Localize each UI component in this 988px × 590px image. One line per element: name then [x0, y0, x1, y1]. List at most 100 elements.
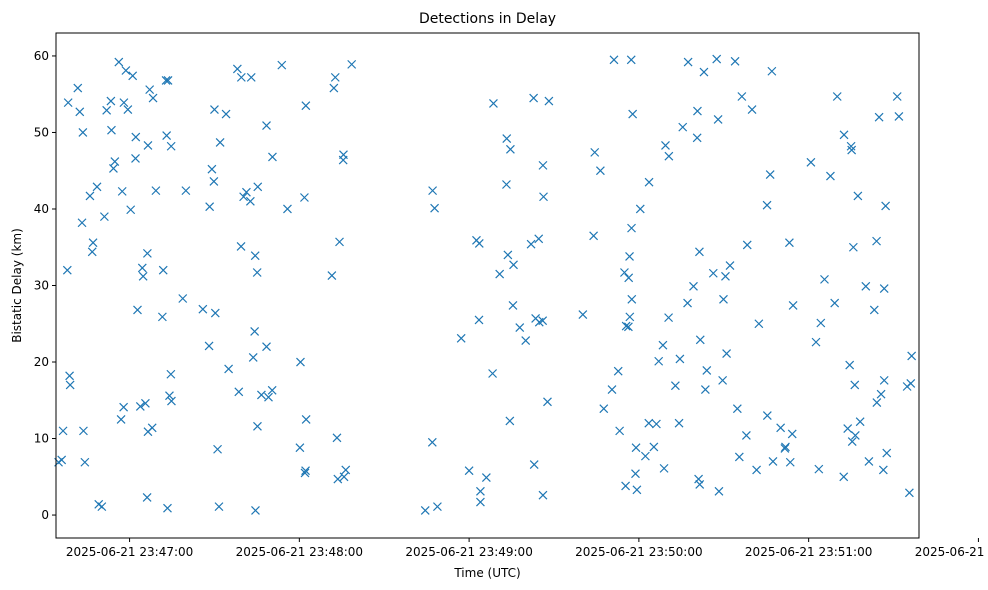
data-point-marker — [784, 238, 794, 248]
data-point-marker — [882, 448, 892, 458]
data-point-marker — [644, 177, 654, 187]
data-point-marker — [163, 76, 173, 85]
x-axis-label: Time (UTC) — [453, 566, 520, 580]
x-axis-ticks: 2025-06-21 23:47:00 2025-06-21 23:48:00 20… — [66, 538, 988, 559]
data-point-marker — [847, 437, 857, 447]
data-point-marker — [892, 92, 902, 101]
data-point-marker — [631, 443, 641, 453]
x-tick-label: 2025-06-21 23:49:00 — [405, 545, 532, 559]
data-point-marker — [712, 54, 722, 64]
data-point-marker — [722, 349, 732, 359]
data-point-marker — [683, 298, 692, 308]
data-point-marker — [861, 281, 871, 291]
data-point-marker — [116, 414, 126, 424]
data-point-marker — [267, 385, 277, 395]
data-point-marker — [626, 55, 636, 65]
data-point-marker — [635, 204, 645, 214]
data-point-marker — [627, 294, 637, 304]
data-point-marker — [816, 318, 826, 328]
data-point-marker — [776, 423, 786, 433]
data-point-marker — [198, 304, 208, 314]
data-point-marker — [58, 426, 68, 436]
data-point-marker — [529, 93, 539, 103]
data-point-marker — [521, 336, 531, 346]
data-point-marker — [505, 416, 515, 426]
data-point-marker — [428, 186, 438, 196]
data-point-marker — [699, 67, 709, 77]
data-point-marker — [97, 502, 107, 512]
data-point-marker — [747, 105, 757, 114]
data-point-marker — [335, 237, 344, 247]
data-point-marker — [543, 397, 552, 407]
data-point-marker — [814, 464, 824, 474]
data-point-marker — [538, 160, 548, 170]
data-point-marker — [178, 294, 188, 303]
data-point-marker — [595, 166, 605, 176]
data-point-marker — [432, 502, 442, 512]
data-point-marker — [830, 298, 840, 308]
data-point-marker — [741, 431, 751, 440]
data-point-marker — [599, 404, 609, 414]
data-point-marker — [109, 164, 118, 173]
y-tick-label: 10 — [34, 432, 49, 446]
data-point-marker — [62, 265, 72, 275]
data-point-marker — [301, 101, 311, 111]
data-point-marker — [117, 186, 127, 196]
data-point-marker — [221, 109, 231, 119]
data-point-marker — [781, 442, 790, 452]
data-point-marker — [181, 186, 191, 196]
data-point-marker — [339, 472, 349, 482]
data-point-marker — [224, 364, 234, 374]
data-point-marker — [664, 151, 674, 161]
y-tick-label: 40 — [34, 202, 49, 216]
data-point-marker — [846, 141, 856, 151]
y-tick-label: 0 — [41, 508, 49, 522]
data-point-marker — [63, 98, 73, 108]
data-point-marker — [508, 300, 518, 310]
data-point-marker — [529, 460, 539, 469]
data-point-marker — [167, 396, 176, 406]
data-point-marker — [138, 271, 148, 281]
data-point-marker — [256, 390, 266, 400]
data-point-marker — [590, 147, 600, 157]
data-point-marker — [137, 263, 147, 273]
data-point-marker — [329, 83, 339, 93]
data-point-marker — [628, 109, 638, 119]
data-point-marker — [80, 457, 90, 467]
data-point-marker — [850, 380, 860, 390]
x-tick-label: 2025-06-21 23:52:00 — [915, 545, 988, 559]
data-point-marker — [250, 326, 260, 336]
data-point-marker — [65, 380, 75, 390]
data-point-marker — [301, 414, 311, 424]
data-point-marker — [806, 157, 816, 167]
data-point-marker — [876, 389, 886, 399]
data-point-marker — [262, 121, 271, 131]
plot-background — [56, 33, 919, 538]
data-point-marker — [106, 96, 116, 106]
data-point-marker — [474, 238, 484, 248]
data-point-marker — [268, 152, 277, 162]
data-point-marker — [631, 469, 640, 479]
data-point-marker — [847, 145, 857, 155]
data-point-marker — [488, 369, 498, 378]
data-point-marker — [300, 193, 309, 202]
data-point-marker — [737, 92, 747, 101]
data-point-marker — [853, 191, 863, 201]
data-point-marker — [332, 433, 342, 443]
data-point-marker — [721, 271, 730, 281]
data-point-marker — [123, 105, 133, 114]
data-point-marker — [214, 502, 224, 512]
data-point-marker — [879, 375, 889, 385]
data-point-marker — [625, 251, 634, 261]
data-point-marker — [88, 238, 98, 248]
data-point-marker — [765, 170, 775, 179]
data-point-marker — [264, 392, 273, 402]
data-point-marker — [878, 465, 888, 475]
data-point-marker — [664, 313, 674, 323]
data-point-marker — [239, 192, 249, 202]
data-point-marker — [165, 391, 174, 401]
data-point-marker — [623, 322, 633, 332]
data-point-marker — [147, 423, 157, 433]
data-point-marker — [693, 106, 702, 116]
y-tick-label: 20 — [34, 355, 49, 369]
